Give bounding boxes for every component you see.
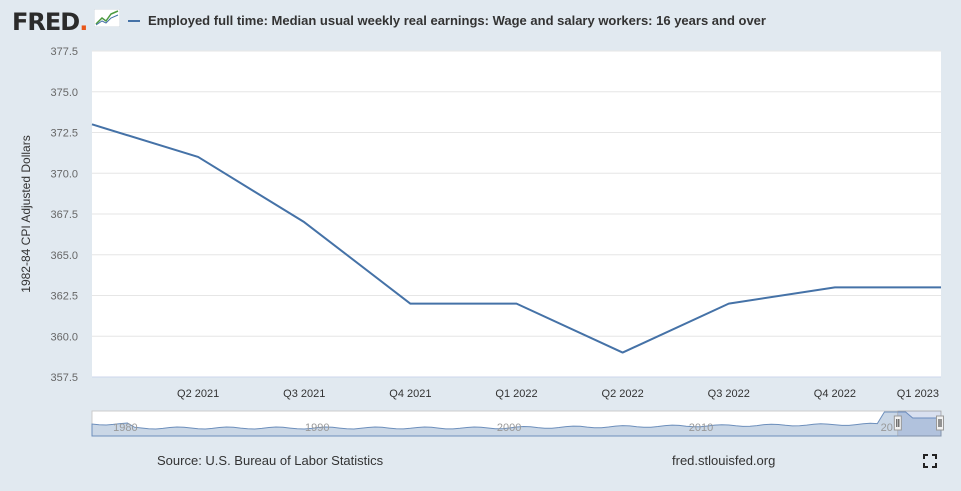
y-tick-label: 360.0 bbox=[50, 331, 78, 343]
y-tick-label: 370.0 bbox=[50, 168, 78, 180]
x-tick-label: Q1 2022 bbox=[495, 388, 537, 400]
y-tick-label: 375.0 bbox=[50, 87, 78, 99]
navigator-series bbox=[91, 411, 942, 437]
navigator-selection[interactable] bbox=[897, 410, 942, 437]
y-tick-label: 357.5 bbox=[50, 372, 78, 384]
x-tick-label: Q1 2023 bbox=[897, 388, 939, 400]
legend-label: Employed full time: Median usual weekly … bbox=[148, 13, 766, 28]
navigator-year-label: 2010 bbox=[689, 422, 713, 434]
x-tick-label: Q3 2022 bbox=[708, 388, 750, 400]
y-axis-label: 1982-84 CPI Adjusted Dollars bbox=[19, 135, 33, 292]
y-tick-label: 362.5 bbox=[50, 291, 78, 303]
y-tick-label: 372.5 bbox=[50, 128, 78, 140]
y-tick-label: 367.5 bbox=[50, 209, 78, 221]
fred-graph-icon bbox=[94, 9, 120, 27]
fred-logo[interactable]: FRED. bbox=[12, 8, 88, 36]
fred-url[interactable]: fred.stlouisfed.org bbox=[672, 453, 776, 468]
navigator-year-label: 1990 bbox=[305, 422, 329, 434]
y-tick-label: 377.5 bbox=[50, 46, 78, 58]
navigator-handle-right[interactable] bbox=[936, 415, 944, 431]
x-tick-label: Q2 2022 bbox=[602, 388, 644, 400]
y-tick-label: 365.0 bbox=[50, 250, 78, 262]
x-tick-label: Q2 2021 bbox=[177, 388, 219, 400]
navigator-year-label: 2000 bbox=[497, 422, 521, 434]
navigator-handle-left[interactable] bbox=[893, 415, 902, 431]
logo-text: FRED bbox=[12, 8, 80, 36]
series-group bbox=[91, 123, 942, 354]
x-axis-ticks: Q2 2021 Q3 2021 Q4 2021 Q1 2022 Q2 2022 Q3 20… bbox=[177, 388, 939, 400]
navigator-year-label: 1980 bbox=[113, 422, 137, 434]
chart-header: FRED. Employed full time: Median usual w… bbox=[0, 0, 961, 42]
logo-dot: . bbox=[79, 8, 88, 36]
legend-swatch bbox=[128, 19, 140, 22]
navigator-year-label: 20 bbox=[881, 422, 893, 434]
x-tick-label: Q4 2022 bbox=[814, 388, 856, 400]
x-tick-label: Q4 2021 bbox=[389, 388, 431, 400]
legend[interactable]: Employed full time: Median usual weekly … bbox=[128, 13, 766, 28]
navigator[interactable]: 1980 1990 2000 2010 20 bbox=[91, 410, 944, 437]
fullscreen-icon[interactable] bbox=[923, 454, 937, 468]
y-axis-ticks: 357.5 360.0 362.5 365.0 367.5 370.0 372.5 375.0… bbox=[50, 46, 78, 384]
source-note: Source: U.S. Bureau of Labor Statistics bbox=[157, 453, 384, 468]
gridlines bbox=[92, 50, 941, 337]
x-tick-label: Q3 2021 bbox=[283, 388, 325, 400]
